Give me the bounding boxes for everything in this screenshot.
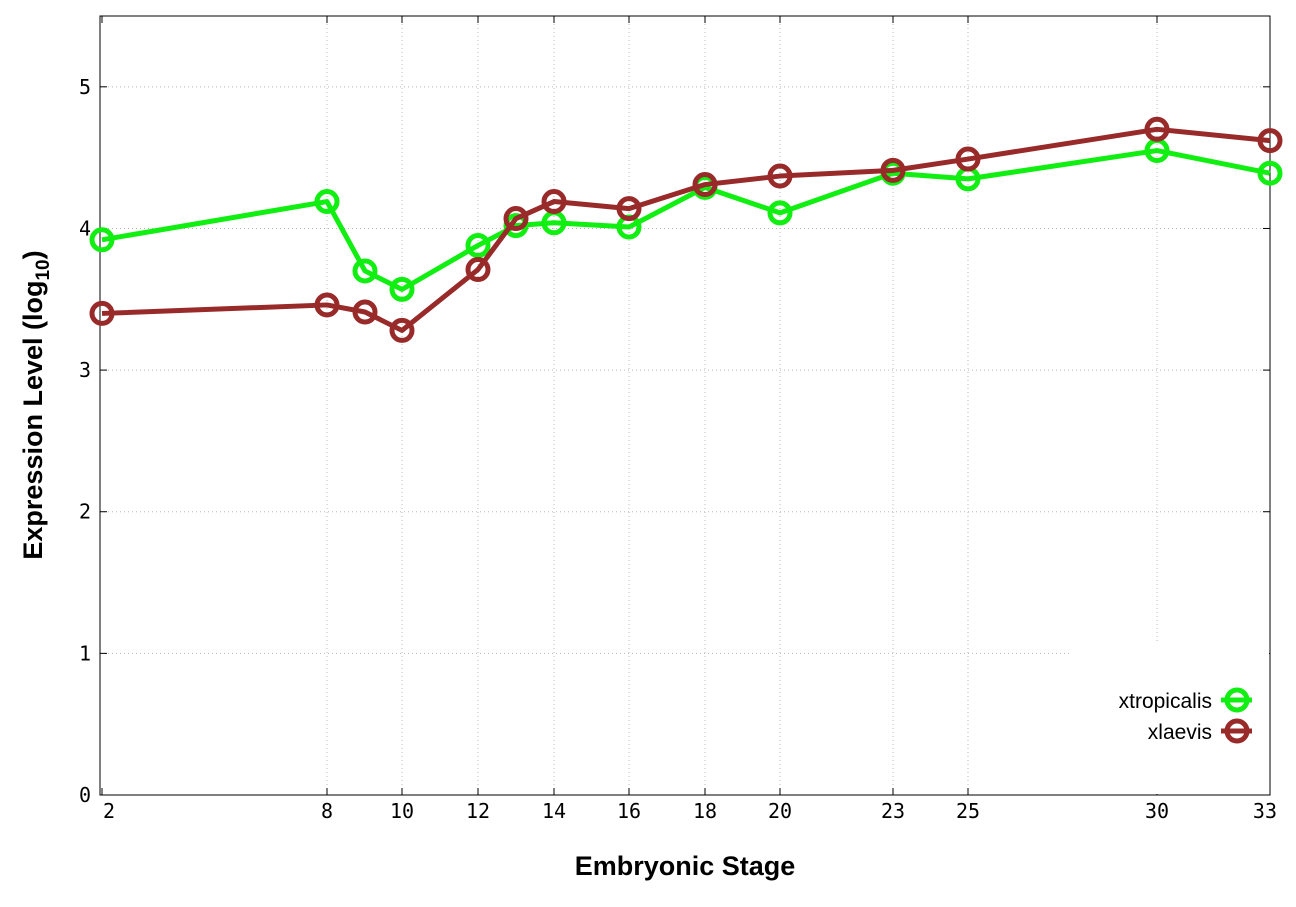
data-point-xlaevis: [692, 172, 718, 198]
grid: [100, 16, 1270, 795]
y-tick-label: 4: [79, 216, 91, 240]
x-tick-label: 16: [617, 799, 641, 823]
legend-label: xlaevis: [1148, 721, 1212, 744]
y-axis-title-subscript: 10: [33, 259, 54, 280]
data-point-xtropicalis: [1257, 160, 1283, 186]
legend-swatch-marker: [1224, 687, 1250, 713]
y-axis-title-close: ): [18, 250, 48, 259]
data-point-xlaevis: [352, 299, 378, 325]
legend: xtropicalis xlaevis: [1072, 644, 1269, 794]
data-point-xlaevis: [389, 317, 415, 343]
x-axis-title: Embryonic Stage: [575, 851, 796, 881]
data-point-xlaevis: [616, 196, 642, 222]
x-tick-label: 2: [103, 799, 115, 823]
legend-swatch-marker: [1224, 718, 1250, 744]
legend-item-xlaevis: xlaevis: [1148, 718, 1252, 744]
x-tick-label: 25: [956, 799, 980, 823]
legend-label: xtropicalis: [1119, 690, 1212, 713]
series-layer: [89, 116, 1283, 343]
data-point-xlaevis: [314, 292, 340, 318]
data-point-xtropicalis: [89, 227, 115, 253]
series-xtropicalis: [89, 138, 1283, 302]
data-point-xtropicalis: [389, 276, 415, 302]
y-tick-label: 0: [79, 783, 91, 807]
x-tick-label: 8: [321, 799, 333, 823]
plot-frame: [99, 15, 1271, 796]
x-tick-label: 10: [390, 799, 414, 823]
y-tick-label: 5: [79, 75, 91, 99]
x-tick-label: 14: [542, 799, 566, 823]
x-tick-label: 33: [1253, 799, 1277, 823]
data-point-xtropicalis: [352, 258, 378, 284]
x-tick-label: 18: [693, 799, 717, 823]
x-tick-label: 20: [768, 799, 792, 823]
data-point-xlaevis: [541, 189, 567, 215]
x-tick-label: 30: [1145, 799, 1169, 823]
data-point-xlaevis: [767, 163, 793, 189]
y-tick-label: 1: [79, 641, 91, 665]
data-point-xlaevis: [880, 157, 906, 183]
data-point-xlaevis: [1144, 116, 1170, 142]
x-tick-label: 12: [466, 799, 490, 823]
data-point-xlaevis: [89, 300, 115, 326]
series-xlaevis: [89, 116, 1283, 343]
y-tick-label: 3: [79, 358, 91, 382]
data-point-xlaevis: [503, 206, 529, 232]
y-tick-label: 2: [79, 500, 91, 524]
data-point-xtropicalis: [314, 189, 340, 215]
data-point-xtropicalis: [465, 232, 491, 258]
series-line-xlaevis: [101, 126, 1271, 333]
series-line-xtropicalis: [101, 148, 1271, 292]
legend-item-xtropicalis: xtropicalis: [1119, 687, 1252, 713]
x-tick-label: 23: [881, 799, 905, 823]
data-point-xlaevis: [465, 257, 491, 283]
data-point-xtropicalis: [767, 200, 793, 226]
y-axis-title: Expression Level (log10): [18, 250, 54, 559]
data-point-xlaevis: [955, 146, 981, 172]
y-axis-title-main: Expression Level (log: [18, 281, 48, 560]
data-point-xlaevis: [1257, 128, 1283, 154]
